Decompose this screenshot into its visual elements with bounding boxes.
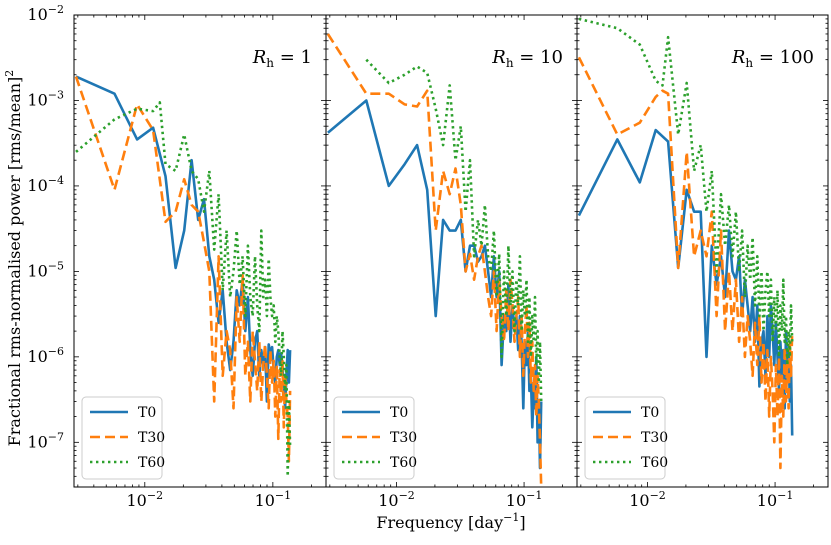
y-tick-label: 10−5 xyxy=(27,259,64,280)
panel-2: 10−2 10−1 Rh = 10 T0 T30 T60 xyxy=(325,14,578,510)
x-tick-label: 10−2 xyxy=(629,489,666,510)
legend-label-t0: T0 xyxy=(390,405,408,421)
series-line-t60 xyxy=(75,101,292,478)
series-line-t60 xyxy=(578,17,794,367)
panel-1: 10−2 10−1 10−2 10−3 10−4 10−5 10−6 10−7 Rh = 1 T0… xyxy=(27,3,327,510)
x-tick-label: 10−1 xyxy=(255,489,292,510)
panel-label: Rh = 100 xyxy=(731,47,814,70)
x-tick-label: 10−1 xyxy=(506,489,543,510)
series-line-t60 xyxy=(365,58,543,402)
y-tick-label: 10−4 xyxy=(27,174,64,195)
y-tick-label: 10−2 xyxy=(27,3,64,24)
legend-label-t60: T60 xyxy=(390,455,417,471)
legend: T0 T30 T60 xyxy=(584,396,668,480)
series-line-t30 xyxy=(74,76,292,463)
series-line-t30 xyxy=(326,33,543,487)
legend-label-t0: T0 xyxy=(138,405,156,421)
x-tick-label: 10−2 xyxy=(127,489,164,510)
panel-label: Rh = 1 xyxy=(252,47,312,70)
series-line-t0 xyxy=(75,75,292,410)
y-tick-label: 10−7 xyxy=(27,430,64,451)
x-tick-label: 10−2 xyxy=(378,489,415,510)
y-tick-label: 10−3 xyxy=(27,88,64,109)
legend: T0 T30 T60 xyxy=(333,396,417,480)
legend: T0 T30 T60 xyxy=(81,396,165,480)
legend-label-t60: T60 xyxy=(138,455,165,471)
legend-label-t0: T0 xyxy=(641,405,659,421)
x-axis-label: Frequency [day−1] xyxy=(376,511,525,532)
legend-label-t30: T30 xyxy=(138,430,165,446)
x-tick-label: 10−1 xyxy=(757,489,794,510)
y-axis-label: Fractional rms-normalised power [rms/mea… xyxy=(3,70,24,447)
panel-3: 10−2 10−1 Rh = 100 T0 T30 T60 xyxy=(576,14,829,510)
panel-label: Rh = 10 xyxy=(491,47,563,70)
legend-label-t30: T30 xyxy=(641,430,668,446)
y-tick-label: 10−6 xyxy=(27,345,64,366)
legend-label-t30: T30 xyxy=(390,430,417,446)
panel-frame xyxy=(576,14,829,488)
legend-label-t60: T60 xyxy=(641,455,668,471)
